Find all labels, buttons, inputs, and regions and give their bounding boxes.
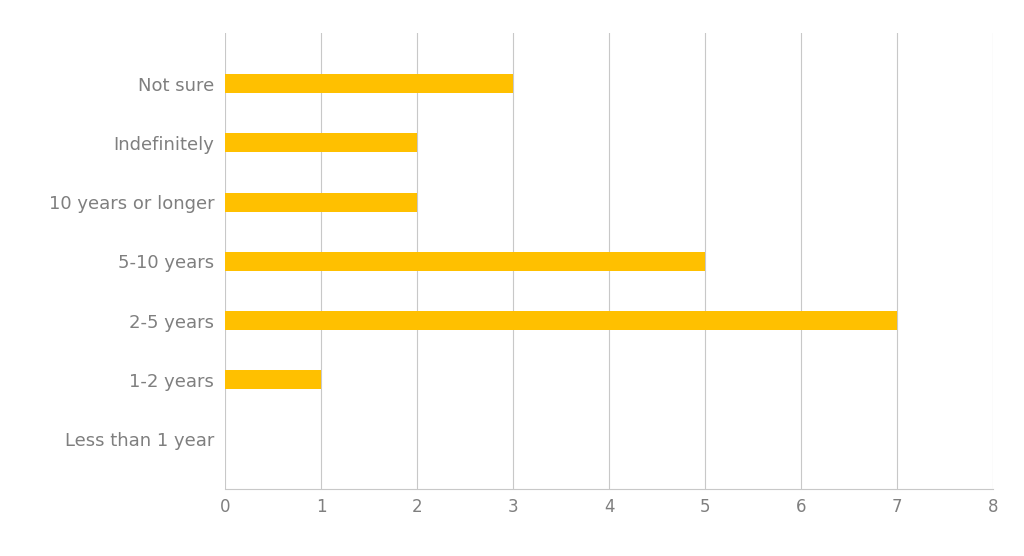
Bar (225, 311, 897, 330)
Bar (225, 192, 418, 212)
Bar (225, 370, 322, 389)
Bar (225, 133, 418, 152)
Bar (225, 252, 706, 271)
Bar (225, 74, 513, 93)
